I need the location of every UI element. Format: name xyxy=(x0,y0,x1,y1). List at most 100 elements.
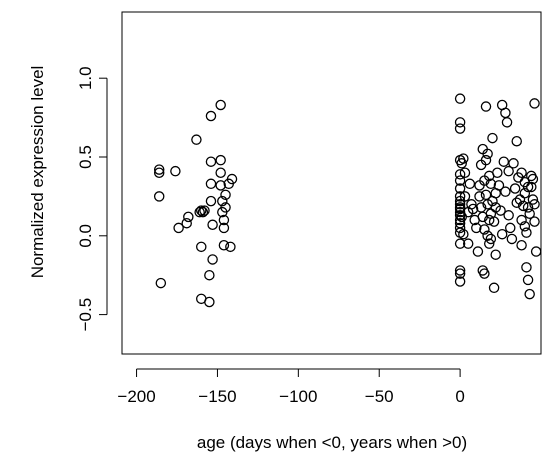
data-point xyxy=(522,202,534,213)
data-point xyxy=(458,228,469,240)
data-point xyxy=(522,274,534,286)
data-point xyxy=(509,183,521,194)
data-point xyxy=(527,173,539,185)
data-point xyxy=(472,246,484,257)
data-point xyxy=(454,276,466,287)
data-point xyxy=(495,205,506,216)
data-point xyxy=(204,269,215,281)
data-point xyxy=(458,153,469,164)
data-point xyxy=(501,117,513,128)
data-point xyxy=(462,238,474,249)
data-point xyxy=(503,165,514,177)
data-point xyxy=(215,154,226,166)
y-tick-label: 0.0 xyxy=(76,224,95,248)
data-point xyxy=(485,178,497,190)
data-point xyxy=(207,219,218,231)
y-tick-label: −0.5 xyxy=(76,298,95,332)
data-point xyxy=(173,222,184,234)
data-point xyxy=(530,246,541,257)
data-point xyxy=(454,222,466,234)
data-point xyxy=(205,110,217,122)
data-point xyxy=(456,158,467,169)
y-tick-label: 0.5 xyxy=(76,145,95,169)
x-tick-label: −50 xyxy=(365,387,394,406)
plot-frame xyxy=(121,11,542,355)
y-tick-label: 1.0 xyxy=(76,66,95,90)
data-point xyxy=(205,156,217,167)
data-point xyxy=(181,217,192,229)
data-point xyxy=(527,194,539,205)
data-point xyxy=(454,268,466,279)
data-point xyxy=(487,132,498,144)
data-point xyxy=(466,199,477,210)
data-point xyxy=(459,167,471,179)
data-point xyxy=(526,181,537,193)
data-point xyxy=(220,202,231,213)
data-point xyxy=(197,206,209,218)
data-point xyxy=(524,208,535,219)
data-point xyxy=(505,222,516,234)
data-point xyxy=(522,181,534,193)
data-point xyxy=(196,241,207,253)
data-point xyxy=(521,227,532,238)
data-point xyxy=(454,238,466,249)
data-point xyxy=(205,195,217,207)
axes: −200 −150 −100 −50 0 −0.5 0.0 0.5 1.0 xyxy=(76,11,542,406)
data-point xyxy=(529,199,540,210)
data-point xyxy=(170,165,181,177)
data-point xyxy=(492,167,503,179)
data-point xyxy=(483,214,495,226)
data-point xyxy=(225,241,236,253)
data-point xyxy=(516,214,527,226)
x-tick-label: −100 xyxy=(279,387,317,406)
data-point xyxy=(218,222,230,234)
data-point xyxy=(153,191,165,202)
data-point xyxy=(474,191,485,202)
x-tick-label: −150 xyxy=(198,387,236,406)
data-point xyxy=(194,206,205,218)
data-point xyxy=(226,173,238,185)
data-point xyxy=(517,200,529,212)
data-point xyxy=(454,175,466,186)
data-point xyxy=(488,282,500,294)
data-point xyxy=(218,214,230,226)
data-point xyxy=(480,101,492,112)
data-point xyxy=(215,180,226,191)
data-point xyxy=(500,107,511,119)
data-point xyxy=(490,249,501,260)
data-point xyxy=(483,238,495,249)
data-point xyxy=(506,233,518,245)
data-points xyxy=(153,93,541,308)
data-point xyxy=(454,183,466,194)
data-point xyxy=(529,216,540,227)
data-point xyxy=(485,233,497,245)
data-point xyxy=(454,199,466,210)
data-point xyxy=(454,191,466,202)
data-point xyxy=(482,148,493,160)
data-point xyxy=(493,180,505,191)
x-axis-label: age (days when <0, years when >0) xyxy=(197,433,467,452)
data-point xyxy=(519,221,531,232)
data-point xyxy=(516,167,527,179)
data-point xyxy=(207,254,218,265)
data-point xyxy=(508,158,519,169)
data-point xyxy=(454,206,466,218)
data-point xyxy=(454,169,466,180)
data-point xyxy=(199,205,210,216)
data-point xyxy=(503,210,514,221)
data-point xyxy=(218,240,230,251)
data-point xyxy=(454,265,466,276)
data-point xyxy=(479,224,490,235)
y-axis-label: Normalized expression level xyxy=(28,66,47,279)
data-point xyxy=(471,222,482,234)
data-point xyxy=(529,98,540,109)
data-point xyxy=(454,93,466,104)
data-point xyxy=(479,268,490,279)
data-point xyxy=(521,262,532,273)
data-point xyxy=(482,230,493,242)
x-tick-label: −200 xyxy=(117,387,155,406)
data-point xyxy=(511,135,522,147)
data-point xyxy=(500,186,511,197)
data-point xyxy=(196,205,207,216)
